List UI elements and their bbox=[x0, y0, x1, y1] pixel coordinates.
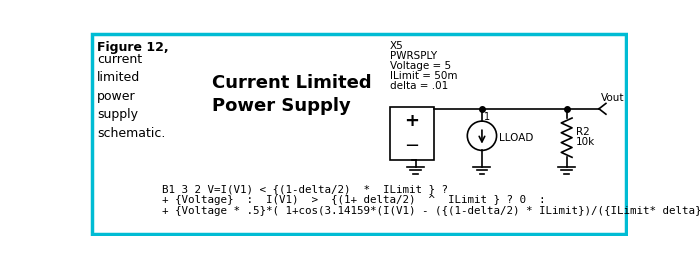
Text: + {Voltage}  :  I(V1)  >  {(1+ delta/2)  ^  ILimit } ? 0  :: + {Voltage} : I(V1) > {(1+ delta/2) ^ IL… bbox=[162, 195, 546, 205]
Text: Figure 12,: Figure 12, bbox=[97, 41, 169, 54]
Text: current
limited
power
supply
schematic.: current limited power supply schematic. bbox=[97, 52, 165, 140]
Text: X5: X5 bbox=[389, 41, 403, 51]
Bar bbox=[389, 107, 434, 160]
Text: ILimit = 50m: ILimit = 50m bbox=[389, 71, 457, 81]
Text: Voltage = 5: Voltage = 5 bbox=[389, 61, 451, 71]
Text: +: + bbox=[405, 112, 419, 130]
Text: R2: R2 bbox=[576, 127, 589, 137]
Text: 10k: 10k bbox=[576, 137, 595, 147]
Text: 1: 1 bbox=[484, 112, 489, 122]
Text: −: − bbox=[405, 137, 419, 155]
Text: LLOAD: LLOAD bbox=[499, 133, 533, 143]
Circle shape bbox=[468, 121, 496, 150]
Text: Current Limited
Power Supply: Current Limited Power Supply bbox=[213, 74, 372, 115]
Text: B1 3 2 V=I(V1) < {(1-delta/2)  *  ILimit } ?: B1 3 2 V=I(V1) < {(1-delta/2) * ILimit }… bbox=[162, 184, 449, 194]
Text: PWRSPLY: PWRSPLY bbox=[389, 51, 437, 61]
Text: + {Voltage * .5}*( 1+cos(3.14159*(I(V1) - ({(1-delta/2) * ILimit})/({ILimit* del: + {Voltage * .5}*( 1+cos(3.14159*(I(V1) … bbox=[162, 206, 700, 216]
Text: delta = .01: delta = .01 bbox=[389, 81, 448, 91]
Text: Vout: Vout bbox=[601, 93, 625, 103]
